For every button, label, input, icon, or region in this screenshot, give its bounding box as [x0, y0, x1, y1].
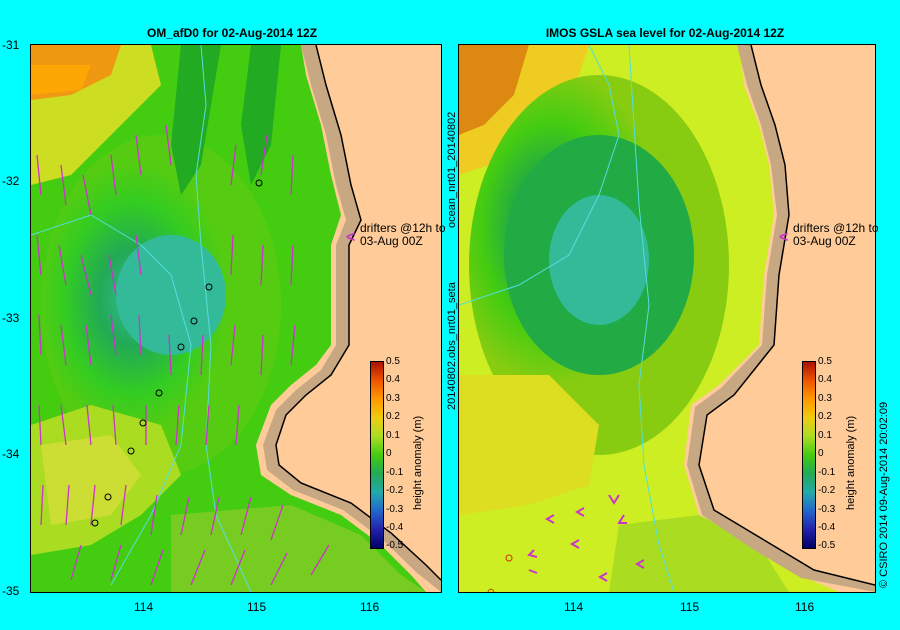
- left-orange-patch: [31, 65, 91, 95]
- left-note-arrow: <: [346, 229, 356, 246]
- credit-label: © CSIRO 2014 09-Aug-2014 20:02:09: [878, 401, 890, 588]
- left-coastline: [275, 45, 441, 581]
- right-green-s: [609, 515, 789, 592]
- right-cb-tick-2: 0.3: [818, 393, 832, 404]
- right-note-line2: 03-Aug 00Z: [793, 234, 856, 248]
- left-cb-tick-1: 0.4: [386, 374, 400, 385]
- left-ytick-4: -34: [2, 447, 20, 461]
- right-yellow-sw: [459, 375, 599, 515]
- right-isobath-2: [628, 45, 675, 592]
- right-cb-tick-0: 0.5: [818, 356, 832, 367]
- left-cb-tick-7: -0.2: [386, 485, 404, 496]
- right-isobath-1: [459, 45, 620, 306]
- left-note-line2: 03-Aug 00Z: [360, 234, 423, 248]
- left-cb-tick-5: 0: [386, 448, 392, 459]
- right-side-label-bottom: 20140802.obs_nrt01_seta: [446, 282, 458, 410]
- left-note: drifters @12h to 03-Aug 00Z: [360, 222, 446, 248]
- left-drifter-arrows: [36, 124, 330, 586]
- right-cb-tick-3: 0.2: [818, 411, 832, 422]
- left-stripe-2: [241, 45, 281, 185]
- left-cb-tick-3: 0.2: [386, 411, 400, 422]
- right-coastline: [698, 45, 875, 586]
- left-isobath-2: [195, 45, 252, 592]
- right-orange-nw: [459, 45, 529, 135]
- left-cb-tick-6: -0.1: [386, 467, 404, 478]
- right-xtick-2: 115: [680, 600, 700, 614]
- right-cb-tick-1: 0.4: [818, 374, 832, 385]
- left-eddy-core: [116, 235, 226, 355]
- left-cb-tick-8: -0.3: [386, 504, 404, 515]
- right-drifter-marker-2: [487, 588, 495, 592]
- left-cb-tick-4: 0.1: [386, 430, 400, 441]
- left-land: [276, 45, 441, 580]
- right-cb-tick-7: -0.2: [818, 485, 836, 496]
- left-map: [30, 44, 442, 593]
- right-drifter-chevrons: [527, 494, 645, 582]
- right-note-arrow: <: [779, 229, 789, 246]
- left-panel-title: OM_afD0 for 02-Aug-2014 12Z: [146, 26, 318, 40]
- left-colorbar: [370, 361, 384, 549]
- right-land: [699, 45, 875, 585]
- right-xtick-1: 114: [564, 600, 584, 614]
- left-ytick-1: -31: [2, 38, 20, 52]
- left-cb-tick-9: -0.4: [386, 522, 404, 533]
- right-side-label-top: ocean_nrt01_20140802: [446, 111, 458, 228]
- right-cb-tick-10: -0.5: [818, 540, 836, 551]
- right-eddy-core: [549, 195, 649, 325]
- left-xtick-1: 114: [134, 600, 154, 614]
- right-map-field: [459, 45, 875, 592]
- left-ytick-3: -33: [2, 311, 20, 325]
- right-panel-title: IMOS GSLA sea level for 02-Aug-2014 12Z: [545, 26, 785, 40]
- left-cb-tick-10: -0.5: [386, 540, 404, 551]
- right-note: drifters @12h to 03-Aug 00Z: [793, 222, 879, 248]
- right-xtick-3: 116: [795, 600, 815, 614]
- left-ytick-2: -32: [2, 174, 20, 188]
- left-yellow-sw2: [41, 435, 141, 525]
- left-stripe-1: [171, 45, 221, 195]
- right-drifter-marker-1: [505, 554, 513, 562]
- right-cb-tick-8: -0.3: [818, 504, 836, 515]
- right-colorbar: [802, 361, 816, 549]
- left-cb-tick-2: 0.3: [386, 393, 400, 404]
- left-ytick-5: -35: [2, 584, 20, 598]
- right-cb-tick-9: -0.4: [818, 522, 836, 533]
- left-note-line1: drifters @12h to: [360, 221, 446, 235]
- right-colorbar-label: height anomaly (m): [845, 415, 857, 510]
- left-cb-tick-0: 0.5: [386, 356, 400, 367]
- right-cb-tick-6: -0.1: [818, 467, 836, 478]
- left-south-band: [171, 505, 426, 592]
- left-drifter-markers: [91, 179, 263, 527]
- left-xtick-2: 115: [247, 600, 267, 614]
- right-cb-tick-4: 0.1: [818, 430, 832, 441]
- right-note-line1: drifters @12h to: [793, 221, 879, 235]
- left-map-field: [31, 45, 441, 592]
- left-xtick-3: 116: [360, 600, 380, 614]
- right-cb-tick-5: 0: [818, 448, 824, 459]
- left-colorbar-label: height anomaly (m): [412, 415, 424, 510]
